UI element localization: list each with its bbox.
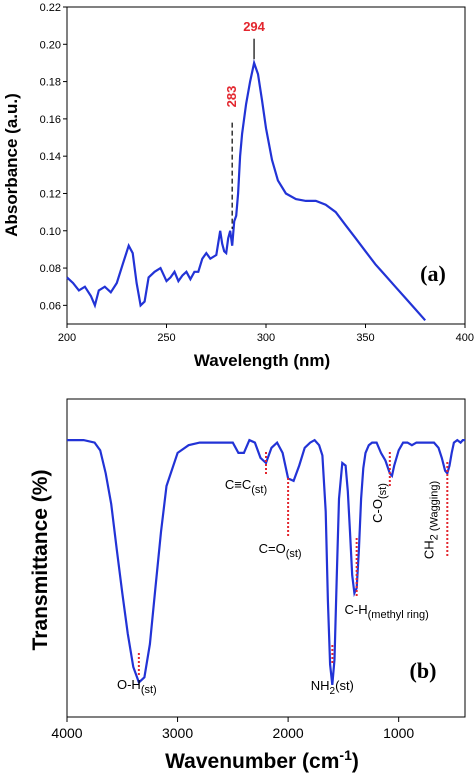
annotation-nh2-st: NH2(st): [311, 678, 354, 697]
annotation-c-double-o-st: C=O(st): [259, 541, 302, 560]
panel-a-y-tick-label: 0.14: [40, 151, 61, 163]
panel-a-y-tick-label: 0.18: [40, 77, 61, 89]
panel-a-y-tick-label: 0.22: [40, 2, 61, 14]
peak-label-283: 283: [224, 86, 239, 108]
panel-a-absorbance-line: [66, 58, 427, 322]
panel-a-chart: 0.06 0.08 0.10 0.12 0.14 0.16 0.18 0.20 0.22 200…: [2, 2, 474, 370]
panel-a-x-tick-label: 300: [257, 332, 275, 344]
panel-a-x-ticks: 200 250 300 350 400: [58, 324, 474, 344]
panel-a-x-tick-label: 250: [157, 332, 175, 344]
panel-b-x-tick-label: 1000: [383, 725, 414, 741]
panel-a-x-tick-label: 200: [58, 332, 76, 344]
panel-a-y-tick-label: 0.20: [40, 39, 61, 51]
panel-b-transmittance-line: [67, 438, 465, 686]
panel-a-y-tick-label: 0.08: [40, 263, 61, 275]
panel-b-label: (b): [410, 658, 437, 683]
panel-b-x-tick-label: 2000: [273, 725, 304, 741]
panel-a-x-tick-label: 400: [456, 332, 474, 344]
annotation-ch2-wagging: CH2 (Wagging): [421, 481, 440, 559]
panel-a-y-tick-label: 0.10: [40, 226, 61, 238]
annotation-c-o-st: C-O(st): [370, 483, 389, 523]
panel-b-x-ticks: 4000 3000 2000 1000: [51, 717, 414, 741]
panel-a-frame: [66, 6, 466, 325]
annotation-oh-st: O-H(st): [117, 677, 157, 696]
panel-b-x-tick-label: 4000: [51, 725, 82, 741]
panel-b-x-axis-label: Wavenumber (cm-1): [165, 747, 359, 773]
panel-b-annotations: O-H(st) C≡C(st) C=O(st) NH2(st) C-H(methyl r…: [117, 452, 449, 697]
panel-a-y-axis-label: Absorbance (a.u.): [2, 93, 21, 237]
annotation-ch-methyl-ring: C-H(methyl ring): [345, 602, 429, 621]
panel-a-y-tick-label: 0.06: [40, 300, 61, 312]
panel-a-y-tick-label: 0.16: [40, 114, 61, 126]
panel-b-y-axis-label: Transmittance (%): [29, 470, 52, 651]
annotation-c-triple-c-st: C≡C(st): [225, 477, 267, 496]
panel-a-x-tick-label: 350: [356, 332, 374, 344]
panel-a-label: (a): [420, 261, 446, 286]
peak-label-294: 294: [243, 19, 265, 34]
panel-a-y-ticks: 0.06 0.08 0.10 0.12 0.14 0.16 0.18 0.20 0.22: [40, 2, 67, 312]
panel-b-x-tick-label: 3000: [162, 725, 193, 741]
panel-b-chart: 4000 3000 2000 1000 O-H(st) C≡C(st) C=O(st) NH…: [29, 398, 466, 773]
panel-a-y-tick-label: 0.12: [40, 188, 61, 200]
panel-a-x-axis-label: Wavelength (nm): [194, 351, 330, 370]
panel-b-frame: [66, 398, 466, 718]
